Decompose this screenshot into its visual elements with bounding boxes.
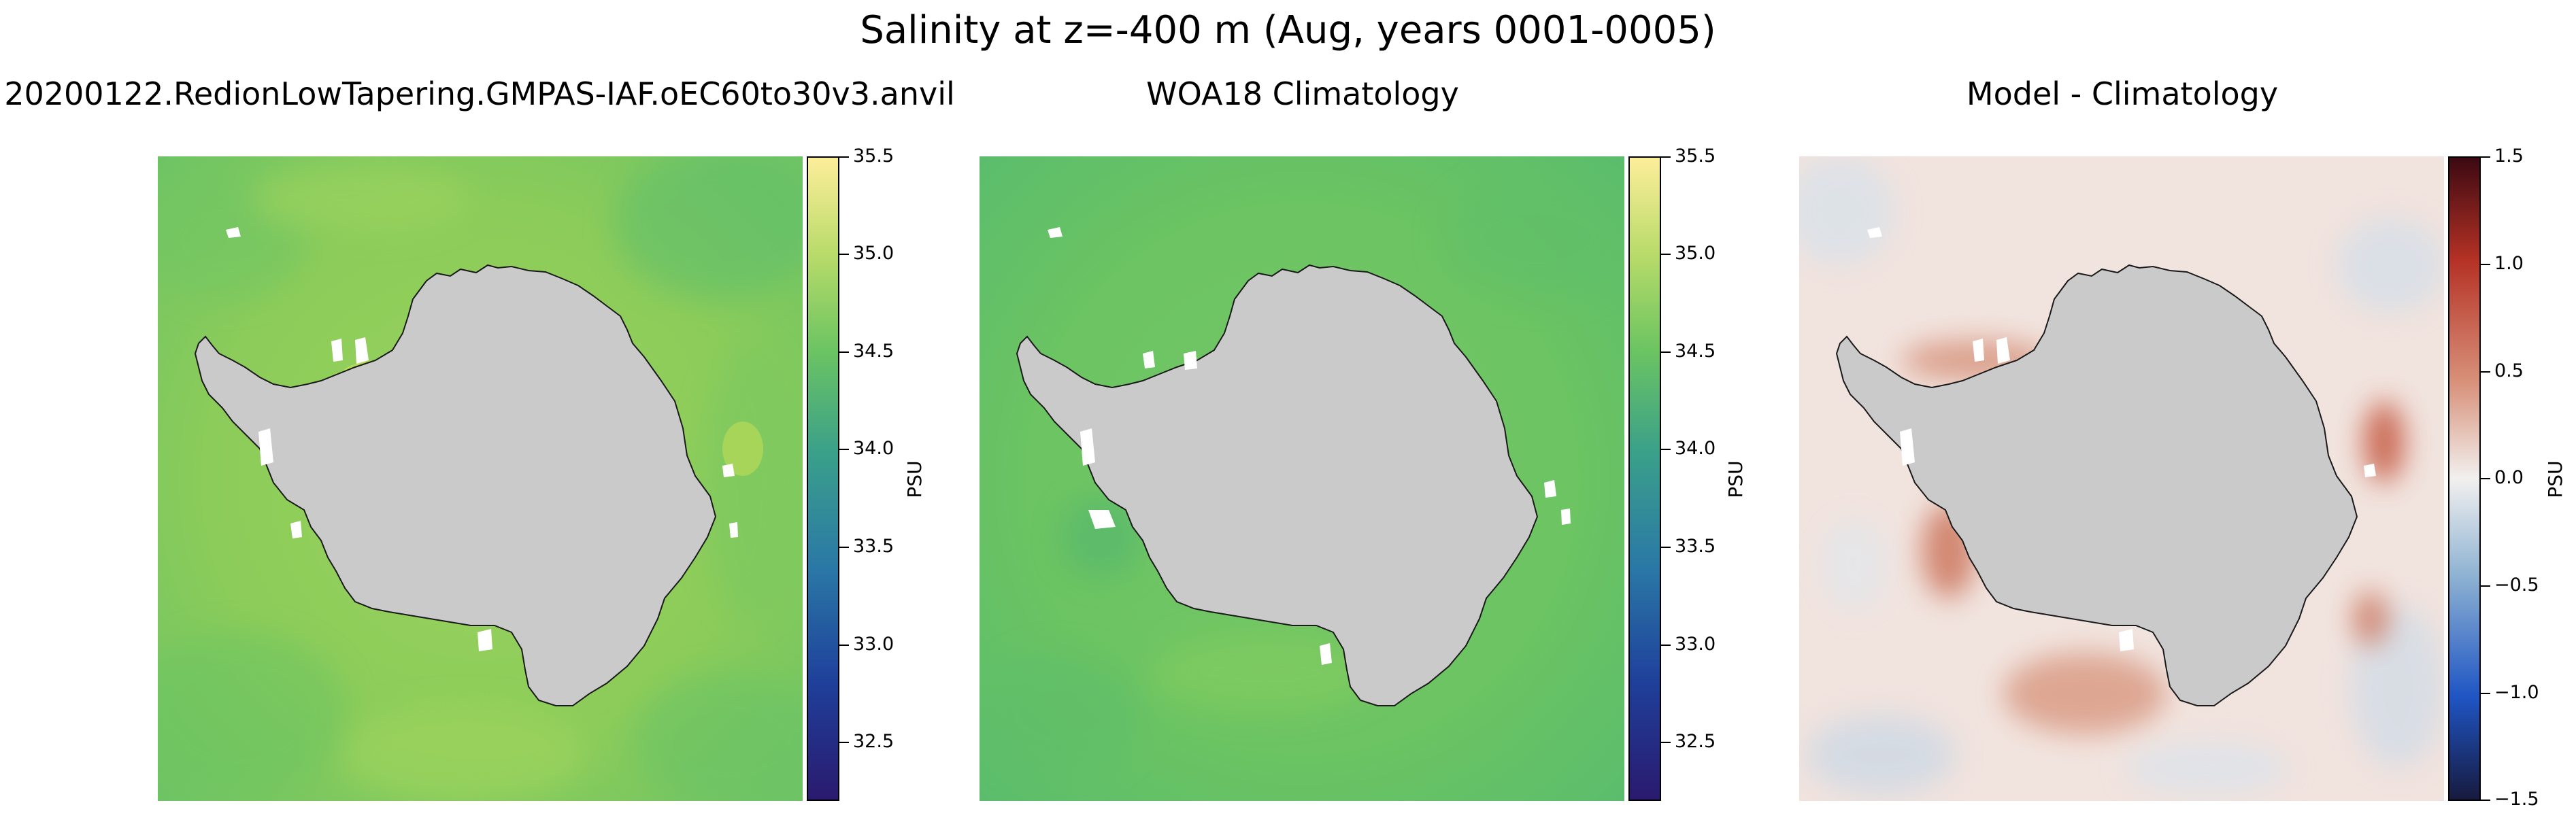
model-colorbar-tick-label: 32.5 [853, 731, 894, 752]
anomaly-structure [1799, 156, 2444, 795]
salinity-structure [980, 177, 1624, 775]
model-colorbar-tick-label: 34.5 [853, 341, 894, 362]
obs-colorbar-ticks: 35.5 35.0 34.5 34.0 33.5 33.0 32.5 [1661, 146, 1743, 801]
model-colorbar-unit: PSU [903, 460, 926, 498]
diff-colorbar-ticks: 1.5 1.0 0.5 0.0 −0.5 −1.0 −1.5 [2481, 146, 2562, 810]
model-map-svg [158, 156, 803, 801]
missing-data-patches [226, 227, 738, 651]
diff-colorbar-tick-label: −0.5 [2494, 574, 2539, 596]
model-colorbar-tick-label: 34.0 [853, 438, 894, 459]
obs-colorbar-tick-label: 35.5 [1675, 145, 1716, 167]
panel-title-difference: Model - Climatology [1966, 75, 2279, 112]
obs-map-svg [980, 156, 1624, 801]
shelf-high-salinity-east [722, 422, 763, 476]
model-colorbar-tick-label: 35.0 [853, 243, 894, 264]
missing-data-patches [1048, 227, 1571, 665]
diff-colorbar-tick-label: 1.0 [2494, 253, 2524, 274]
diff-colorbar-unit: PSU [2544, 460, 2566, 498]
obs-colorbar-tick-label: 34.5 [1675, 341, 1716, 362]
diff-map-svg [1799, 156, 2444, 801]
diff-colorbar-gradient [2449, 158, 2479, 800]
diff-colorbar-tick-label: −1.5 [2494, 789, 2539, 810]
diff-colorbar-tick-label: 0.0 [2494, 467, 2524, 488]
diff-colorbar-tick-label: 0.5 [2494, 360, 2524, 381]
model-salinity-map [158, 156, 803, 801]
obs-colorbar [1628, 156, 1661, 801]
obs-colorbar-tick-label: 34.0 [1675, 438, 1716, 459]
panel-title-model: 20200122.RedionLowTapering.GMPAS-IAF.oEC… [4, 75, 955, 112]
figure-title: Salinity at z=-400 m (Aug, years 0001-00… [860, 8, 1716, 52]
obs-colorbar-gradient [1630, 158, 1660, 800]
panel-title-observations: WOA18 Climatology [1146, 75, 1459, 112]
missing-data-patches [1867, 227, 2376, 651]
model-colorbar [807, 156, 839, 801]
model-colorbar-ticks: 35.5 35.0 34.5 34.0 33.5 33.0 32.5 [839, 146, 921, 801]
diff-colorbar-tick-label: 1.5 [2494, 145, 2524, 167]
obs-colorbar-tick-label: 33.5 [1675, 536, 1716, 557]
diff-colorbar-tick-label: −1.0 [2494, 682, 2539, 703]
obs-colorbar-tick-label: 32.5 [1675, 731, 1716, 752]
obs-colorbar-unit: PSU [1724, 460, 1747, 498]
model-colorbar-gradient [808, 158, 838, 800]
model-colorbar-tick-label: 33.0 [853, 634, 894, 655]
woa18-salinity-map [980, 156, 1624, 801]
salinity-structure [158, 156, 803, 801]
diff-colorbar [2448, 156, 2481, 801]
model-colorbar-tick-label: 33.5 [853, 536, 894, 557]
model-colorbar-tick-label: 35.5 [853, 145, 894, 167]
obs-colorbar-tick-label: 33.0 [1675, 634, 1716, 655]
difference-map [1799, 156, 2444, 801]
obs-colorbar-tick-label: 35.0 [1675, 243, 1716, 264]
